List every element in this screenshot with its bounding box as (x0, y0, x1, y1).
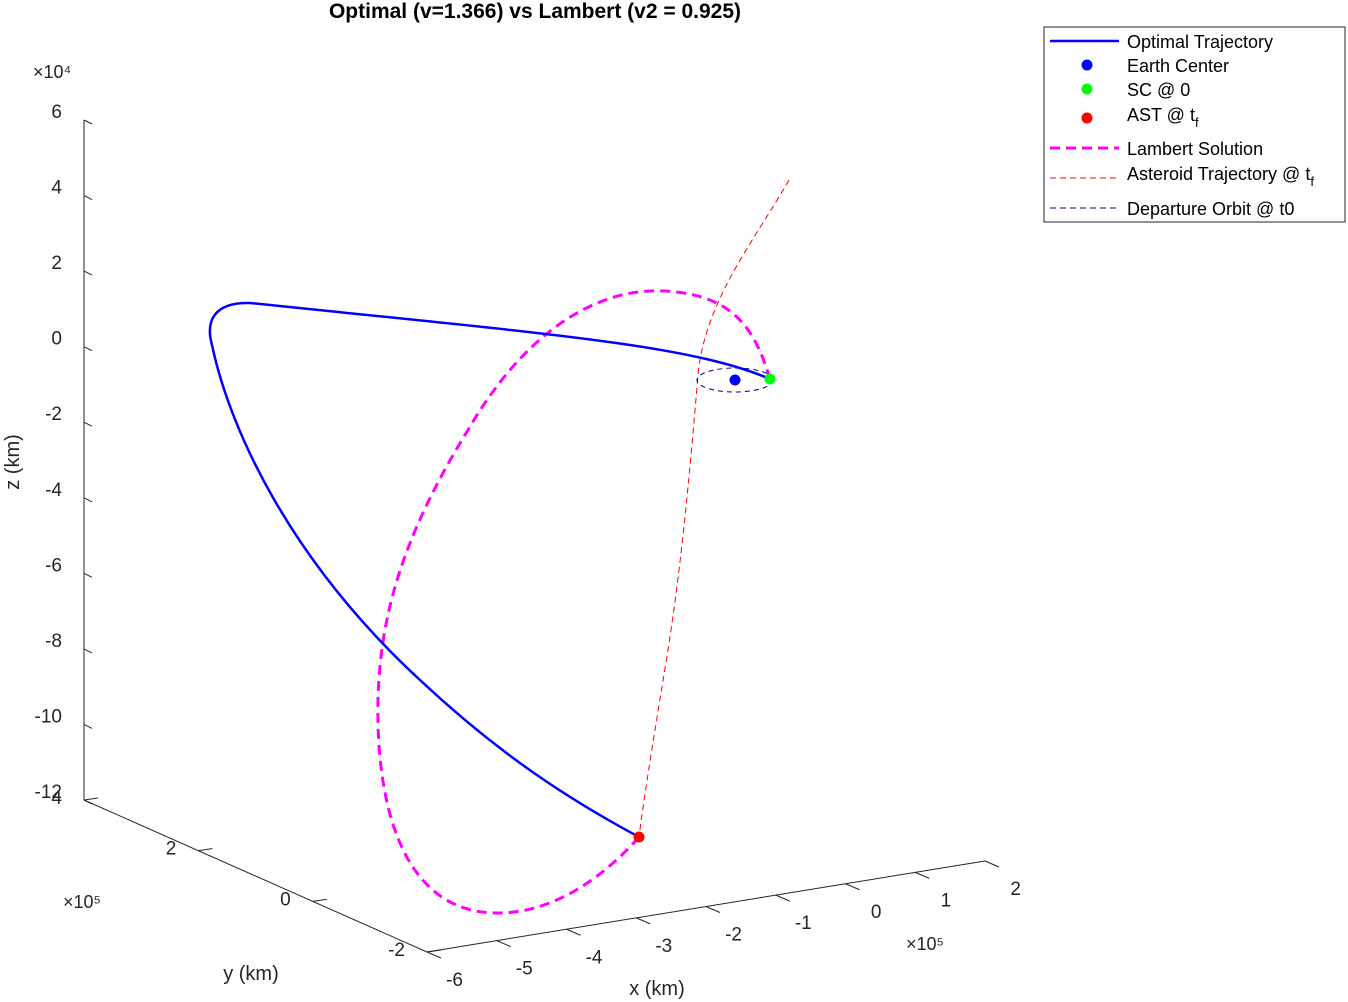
z-tick-mark (83, 497, 93, 503)
z-tick-mark (83, 648, 93, 654)
z-tick-label: 0 (51, 329, 62, 350)
legend-label-sub: f (1195, 115, 1199, 130)
optimal-trajectory-line (208, 301, 771, 839)
x-tick-mark (636, 917, 651, 925)
x-tick-label: -4 (586, 947, 603, 968)
x-tick-mark (566, 928, 581, 936)
z-tick-label: -6 (45, 555, 62, 576)
earth-center-marker (729, 374, 741, 386)
legend-label: Optimal Trajectory (1127, 32, 1273, 52)
z-tick-mark (83, 572, 93, 578)
legend-item-sc: SC @ 0 (1081, 80, 1190, 100)
legend-label-main: Asteroid Trajectory @ t (1127, 164, 1310, 184)
legend-box (1043, 26, 1346, 223)
x-tick-mark (984, 860, 1000, 868)
y-axis-label: y (km) (223, 963, 279, 985)
x-tick-mark (426, 951, 442, 959)
legend: Optimal Trajectory Earth Center SC @ 0 A… (1043, 26, 1346, 223)
z-tick-label: -4 (45, 480, 62, 501)
sc-start-marker (764, 373, 776, 385)
x-tick-label: -6 (446, 970, 463, 991)
x-tick-label: -2 (725, 925, 742, 946)
legend-label: Departure Orbit @ t0 (1127, 199, 1294, 219)
x-tick-label: -5 (516, 959, 533, 980)
z-tick-mark (83, 195, 93, 201)
x-tick-mark (496, 940, 511, 948)
y-tick-label: 2 (166, 839, 177, 860)
y-tick-label: 0 (280, 889, 291, 910)
x-tick-mark (705, 906, 721, 913)
plot-area (208, 179, 790, 915)
z-tick-label: -10 (35, 706, 62, 727)
z-tick-mark (83, 119, 93, 125)
x-tick-label: -1 (795, 913, 812, 934)
z-axis: 6 4 2 0 -2 -4 -6 -8 -10 -12 ×10⁴ z (km) (2, 62, 93, 805)
legend-label: Lambert Solution (1127, 139, 1263, 159)
z-tick-label: -12 (35, 782, 62, 803)
legend-label: Asteroid Trajectory @ tf (1127, 164, 1314, 189)
z-tick-mark (83, 346, 93, 352)
z-tick-mark (83, 270, 93, 276)
y-tick-mark (198, 848, 213, 852)
x-tick-label: 2 (1010, 879, 1021, 900)
x-axis: -6 -5 -4 -3 -2 -1 0 1 2 ×10⁵ x (km) (426, 860, 1021, 1000)
legend-item-optimal: Optimal Trajectory (1050, 32, 1273, 52)
legend-item-ast: AST @ tf (1081, 105, 1199, 130)
y-tick-mark (312, 898, 327, 902)
x-axis-label: x (km) (629, 978, 685, 1000)
legend-item-earth-center: Earth Center (1081, 56, 1229, 76)
x-scale-label: ×10⁵ (906, 934, 944, 954)
x-tick-mark (775, 894, 790, 902)
x-tick-label: -3 (655, 936, 672, 957)
z-tick-label: 6 (51, 102, 62, 123)
legend-label: AST @ tf (1127, 105, 1199, 130)
x-tick-mark (845, 883, 860, 891)
y-tick-mark (83, 797, 99, 801)
z-axis-label: z (km) (2, 434, 24, 490)
z-tick-label: -2 (45, 404, 62, 425)
y-scale-label: ×10⁵ (63, 892, 101, 912)
legend-label-sub: f (1310, 174, 1314, 189)
x-tick-label: 0 (871, 902, 882, 923)
x-tick-label: 1 (941, 890, 952, 911)
y-axis-line (83, 799, 428, 953)
z-scale-label: ×10⁴ (33, 62, 71, 82)
asteroid-at-tf-marker (633, 831, 645, 843)
legend-label-main: AST @ t (1127, 105, 1195, 125)
lambert-solution-line (376, 289, 772, 915)
legend-item-asteroid-trajectory: Asteroid Trajectory @ tf (1050, 164, 1314, 189)
z-tick-mark (83, 723, 93, 729)
z-tick-mark (83, 421, 93, 427)
z-tick-label: -8 (45, 631, 62, 652)
chart-title: Optimal (v=1.366) vs Lambert (v2 = 0.925… (329, 0, 741, 23)
x-tick-mark (915, 871, 930, 879)
z-tick-label: 2 (51, 253, 62, 274)
y-tick-label: -2 (388, 940, 405, 961)
z-tick-label: 4 (51, 178, 62, 199)
asteroid-trajectory-line (638, 179, 790, 838)
y-tick-label: 4 (51, 788, 62, 809)
legend-item-departure-orbit: Departure Orbit @ t0 (1050, 199, 1294, 219)
y-axis: -2 0 2 4 ×10⁵ y (km) (51, 788, 442, 985)
legend-label: SC @ 0 (1127, 80, 1190, 100)
legend-label: Earth Center (1127, 56, 1229, 76)
legend-item-lambert: Lambert Solution (1050, 139, 1263, 159)
